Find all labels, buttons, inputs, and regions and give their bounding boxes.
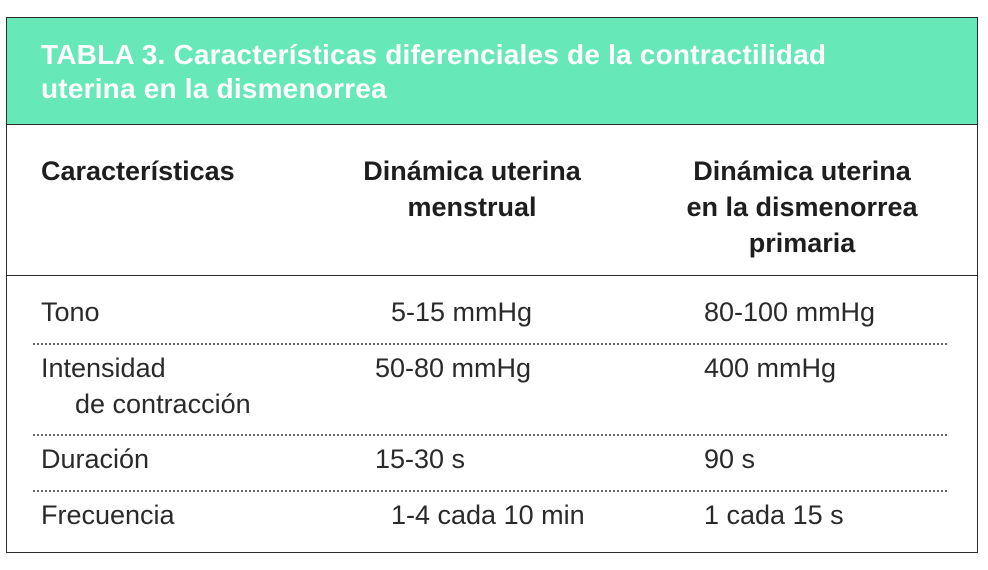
row-menstrual-value: 1-4 cada 10 min	[391, 500, 585, 530]
table-container: TABLA 3. Características diferenciales d…	[6, 17, 978, 553]
row-label: Tono	[41, 297, 100, 327]
row-label: Intensidad de contracción	[41, 350, 251, 422]
row-dismenorrea-value: 80-100 mmHg	[704, 297, 876, 327]
row-divider	[33, 343, 947, 345]
row-divider	[33, 490, 947, 492]
row-dismenorrea-value: 400 mmHg	[704, 353, 837, 383]
row-menstrual-value: 50-80 mmHg	[375, 353, 532, 383]
row-label-line1: Intensidad	[41, 353, 166, 383]
row-label: Duración	[41, 444, 150, 474]
table-title: TABLA 3. Características diferenciales d…	[41, 39, 827, 104]
header-dinamica-dismenorrea: Dinámica uterina en la dismenorrea prima…	[686, 156, 918, 258]
table-title-band: TABLA 3. Características diferenciales d…	[7, 18, 977, 125]
table-header-row: Características Dinámica uterina menstru…	[7, 125, 977, 276]
row-divider	[33, 434, 947, 436]
row-label: Frecuencia	[41, 500, 175, 530]
header-dinamica-menstrual: Dinámica uterina menstrual	[363, 156, 581, 222]
row-dismenorrea-value: 1 cada 15 s	[704, 500, 844, 530]
row-menstrual-value: 5-15 mmHg	[391, 297, 533, 327]
row-label-line2: de contracción	[75, 389, 251, 419]
row-menstrual-value: 15-30 s	[375, 444, 466, 474]
row-dismenorrea-value: 90 s	[704, 444, 756, 474]
header-caracteristicas: Características	[41, 156, 235, 186]
